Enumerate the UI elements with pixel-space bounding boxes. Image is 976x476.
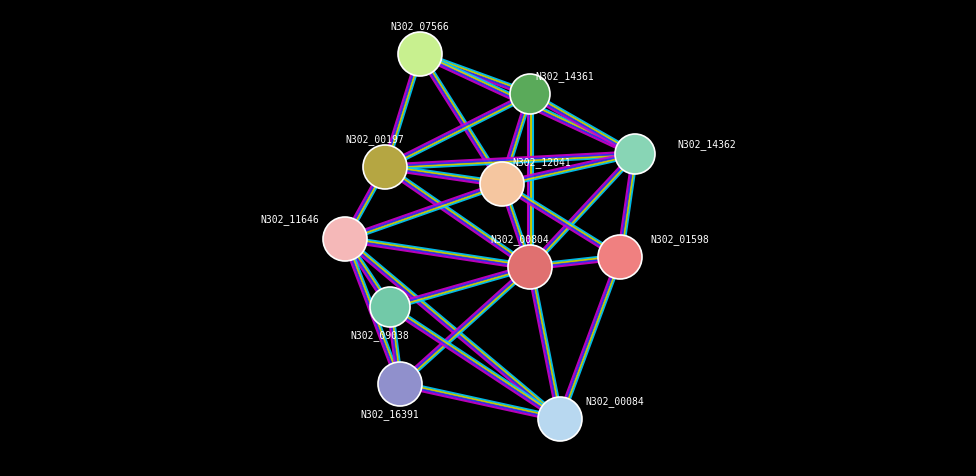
Circle shape	[363, 146, 407, 189]
Text: N302_09038: N302_09038	[350, 330, 409, 341]
Circle shape	[615, 135, 655, 175]
Text: N302_12041: N302_12041	[512, 157, 571, 168]
Text: N302_07566: N302_07566	[390, 21, 449, 32]
Circle shape	[508, 246, 552, 289]
Circle shape	[370, 288, 410, 327]
Circle shape	[378, 362, 422, 406]
Text: N302_14362: N302_14362	[677, 139, 736, 150]
Text: N302_00084: N302_00084	[586, 396, 644, 407]
Text: N302_11646: N302_11646	[261, 214, 319, 225]
Text: N302_16391: N302_16391	[360, 409, 420, 419]
Circle shape	[538, 397, 582, 441]
Circle shape	[510, 75, 550, 115]
Circle shape	[480, 163, 524, 207]
Text: N302_00197: N302_00197	[346, 134, 404, 145]
Text: N302_01598: N302_01598	[651, 234, 710, 245]
Text: N302_00804: N302_00804	[491, 234, 549, 245]
Circle shape	[398, 33, 442, 77]
Circle shape	[598, 236, 642, 279]
Circle shape	[323, 218, 367, 261]
Text: N302_14361: N302_14361	[536, 71, 594, 82]
